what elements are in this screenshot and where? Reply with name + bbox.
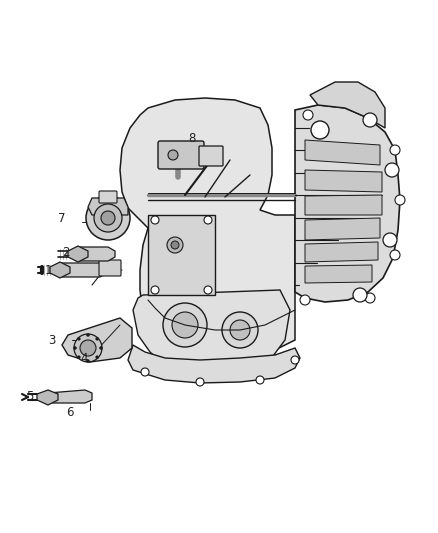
Circle shape xyxy=(86,359,89,362)
Polygon shape xyxy=(48,390,92,403)
Text: 2: 2 xyxy=(62,246,70,259)
Polygon shape xyxy=(305,140,380,165)
Circle shape xyxy=(311,121,329,139)
Circle shape xyxy=(163,303,207,347)
Polygon shape xyxy=(68,246,88,262)
Circle shape xyxy=(303,110,313,120)
Circle shape xyxy=(74,346,77,350)
Circle shape xyxy=(196,378,204,386)
Text: 7: 7 xyxy=(58,212,66,224)
Polygon shape xyxy=(78,247,115,261)
Polygon shape xyxy=(60,263,108,277)
Circle shape xyxy=(390,250,400,260)
Circle shape xyxy=(353,288,367,302)
Circle shape xyxy=(230,320,250,340)
Circle shape xyxy=(141,368,149,376)
Circle shape xyxy=(99,346,102,350)
Circle shape xyxy=(86,196,130,240)
FancyBboxPatch shape xyxy=(158,141,204,169)
Circle shape xyxy=(222,312,258,348)
Circle shape xyxy=(95,337,99,340)
Circle shape xyxy=(168,150,178,160)
Circle shape xyxy=(80,340,96,356)
Circle shape xyxy=(256,376,264,384)
Polygon shape xyxy=(148,215,215,295)
Circle shape xyxy=(204,286,212,294)
Polygon shape xyxy=(62,318,132,362)
Circle shape xyxy=(74,334,102,362)
Polygon shape xyxy=(133,290,290,375)
Circle shape xyxy=(172,312,198,338)
Polygon shape xyxy=(305,195,382,215)
Circle shape xyxy=(86,334,89,336)
Polygon shape xyxy=(295,105,400,302)
Text: 1: 1 xyxy=(44,263,52,277)
FancyBboxPatch shape xyxy=(199,146,223,166)
Circle shape xyxy=(395,195,405,205)
Circle shape xyxy=(204,216,212,224)
FancyBboxPatch shape xyxy=(99,260,121,276)
Circle shape xyxy=(95,356,99,359)
Text: 3: 3 xyxy=(48,334,56,346)
Text: 5: 5 xyxy=(26,391,34,403)
Circle shape xyxy=(167,237,183,253)
Circle shape xyxy=(151,216,159,224)
Polygon shape xyxy=(128,345,300,383)
Circle shape xyxy=(78,356,80,359)
Circle shape xyxy=(365,293,375,303)
Circle shape xyxy=(78,337,80,340)
Polygon shape xyxy=(305,242,378,262)
Polygon shape xyxy=(50,262,70,278)
Polygon shape xyxy=(305,265,372,283)
Polygon shape xyxy=(305,218,380,240)
Circle shape xyxy=(390,145,400,155)
Polygon shape xyxy=(310,82,385,128)
Circle shape xyxy=(171,241,179,249)
Circle shape xyxy=(101,211,115,225)
Circle shape xyxy=(383,233,397,247)
Circle shape xyxy=(94,204,122,232)
Circle shape xyxy=(291,356,299,364)
Circle shape xyxy=(300,295,310,305)
Polygon shape xyxy=(120,98,295,370)
Text: 8: 8 xyxy=(188,132,196,144)
Circle shape xyxy=(151,286,159,294)
Polygon shape xyxy=(88,198,128,215)
Polygon shape xyxy=(305,170,382,192)
Circle shape xyxy=(385,163,399,177)
Circle shape xyxy=(363,113,377,127)
Polygon shape xyxy=(37,390,58,405)
Text: 6: 6 xyxy=(66,406,74,418)
FancyBboxPatch shape xyxy=(99,191,117,203)
Text: 4: 4 xyxy=(80,351,88,365)
